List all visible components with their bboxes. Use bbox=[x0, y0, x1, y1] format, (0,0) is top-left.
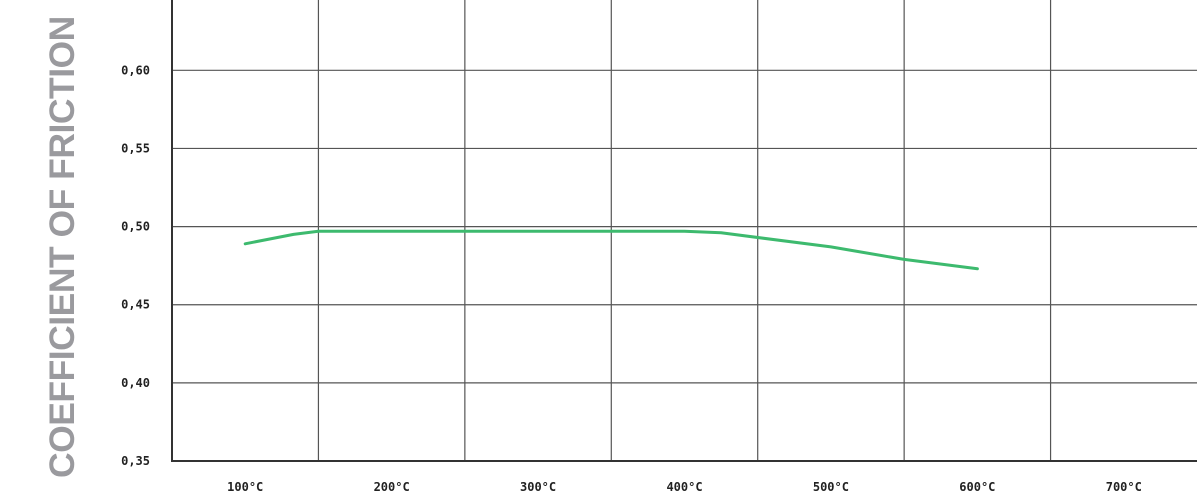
y-tick-label: 0,35 bbox=[121, 454, 150, 468]
x-tick-label: 300°C bbox=[520, 480, 556, 494]
x-tick-label: 100°C bbox=[227, 480, 263, 494]
y-tick-label: 0,60 bbox=[121, 63, 150, 77]
y-tick-label: 0,50 bbox=[121, 220, 150, 234]
x-tick-label: 500°C bbox=[813, 480, 849, 494]
x-tick-label: 200°C bbox=[374, 480, 410, 494]
friction-series-line bbox=[243, 229, 979, 271]
x-tick-label: 600°C bbox=[959, 480, 995, 494]
x-tick-label: 400°C bbox=[666, 480, 702, 494]
y-tick-label: 0,55 bbox=[121, 141, 150, 155]
y-tick-label: 0,40 bbox=[121, 376, 150, 390]
y-tick-label: 0,45 bbox=[121, 298, 150, 312]
x-tick-label: 700°C bbox=[1106, 480, 1142, 494]
